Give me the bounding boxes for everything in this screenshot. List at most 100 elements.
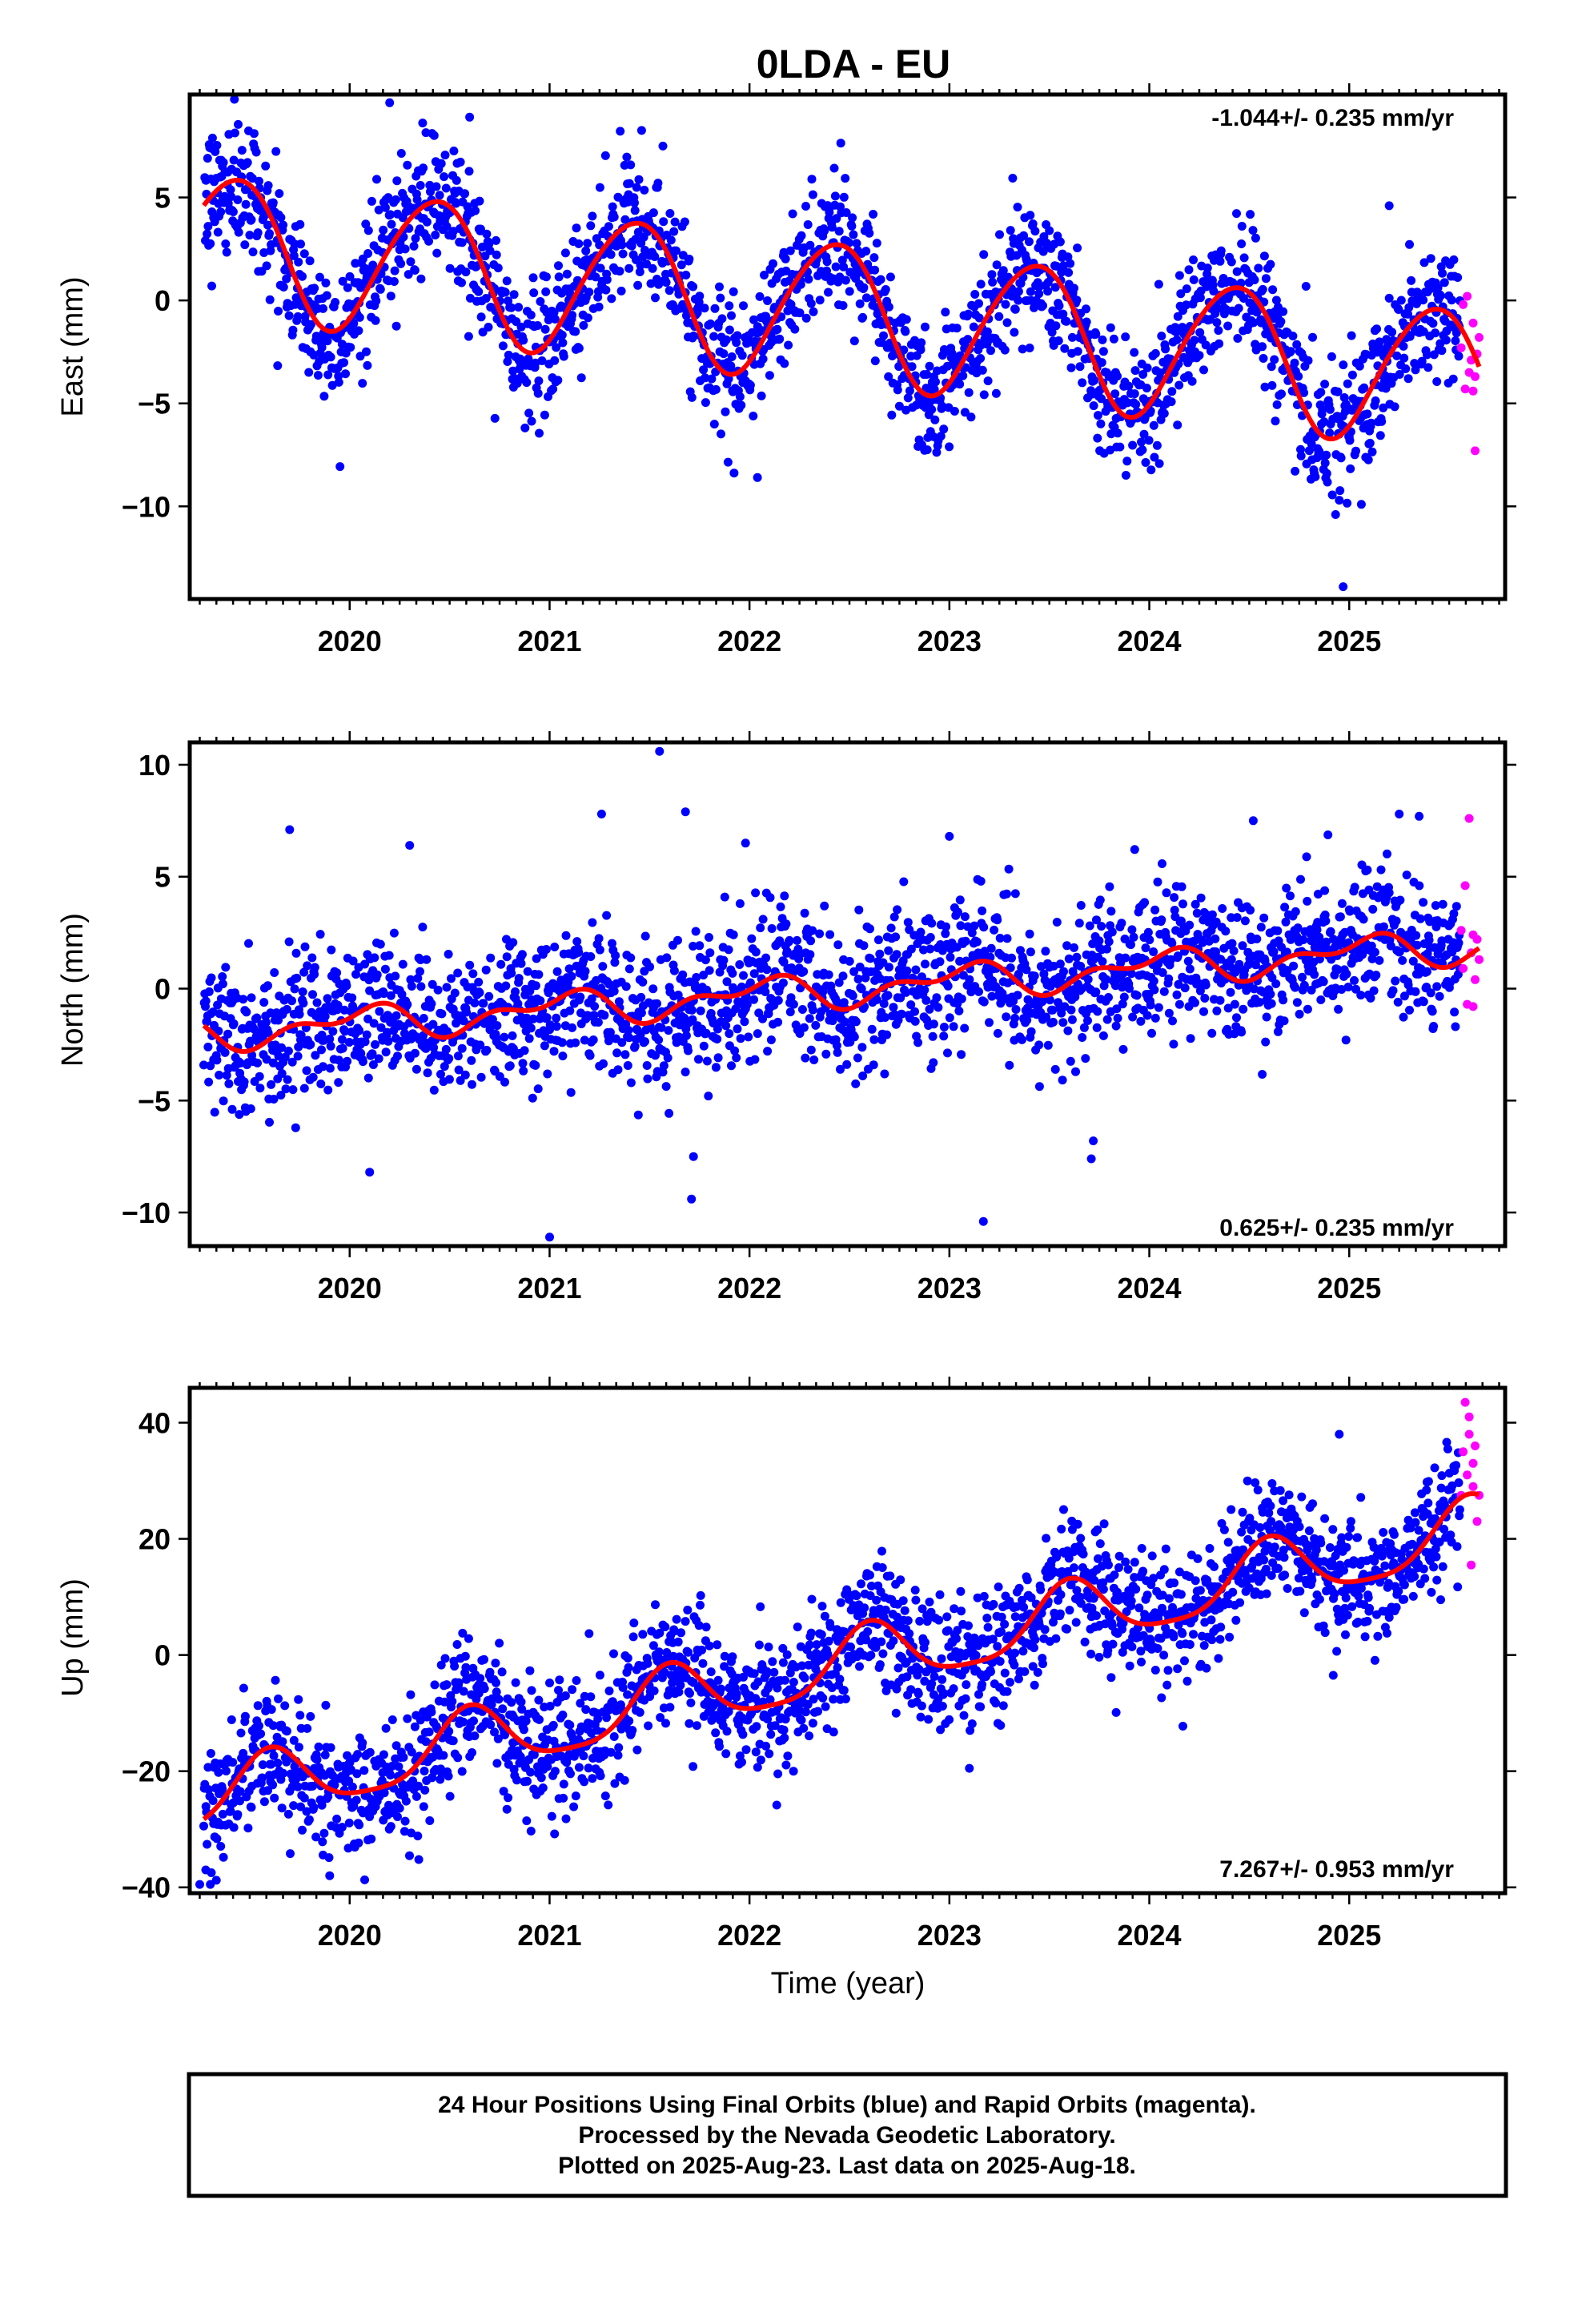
east-final-point: [1172, 335, 1182, 344]
north-final-point: [929, 1019, 938, 1029]
east-final-point: [335, 462, 345, 472]
east-final-point: [737, 400, 746, 410]
north-final-point: [1451, 1022, 1460, 1031]
east-final-point: [234, 227, 243, 237]
north-final-point: [976, 876, 986, 886]
north-final-point: [604, 1036, 613, 1046]
north-final-point: [897, 1009, 906, 1019]
north-final-point: [1063, 1026, 1073, 1035]
north-final-point: [776, 902, 785, 911]
north-final-point: [896, 993, 905, 1003]
up-final-point: [304, 1815, 314, 1824]
east-final-point: [583, 239, 592, 248]
north-outlier-point: [978, 1216, 988, 1226]
east-final-point: [471, 206, 480, 215]
north-final-point: [1167, 939, 1177, 948]
north-final-point: [1273, 926, 1283, 935]
east-final-point: [554, 261, 563, 271]
east-rapid-point: [1459, 300, 1468, 309]
east-final-point: [265, 229, 274, 239]
north-final-point: [1221, 927, 1231, 936]
east-final-point: [602, 275, 612, 284]
north-final-point: [1162, 888, 1171, 898]
east-final-point: [726, 361, 736, 371]
east-final-point: [1152, 440, 1162, 450]
east-final-point: [1419, 296, 1428, 305]
north-final-point: [428, 979, 437, 989]
north-final-point: [761, 953, 771, 963]
up-final-point: [367, 1834, 376, 1844]
up-final-point: [309, 1803, 319, 1812]
north-final-point: [689, 942, 698, 951]
north-final-point: [926, 933, 935, 942]
north-final-point: [224, 1079, 234, 1088]
east-final-point: [1318, 404, 1327, 414]
north-final-point: [972, 937, 982, 947]
north-final-point: [1320, 886, 1330, 895]
north-final-point: [1186, 1034, 1195, 1043]
east-final-point: [396, 259, 406, 268]
north-final-point: [235, 1110, 244, 1120]
up-final-point: [294, 1695, 303, 1704]
north-final-point: [621, 982, 631, 991]
east-final-point: [1356, 500, 1366, 509]
up-final-point: [393, 1812, 402, 1822]
north-final-point: [990, 925, 999, 935]
east-final-point: [1363, 409, 1372, 419]
north-final-point: [701, 955, 710, 965]
up-final-point: [279, 1768, 288, 1778]
north-final-point: [727, 1061, 736, 1071]
up-final-point: [386, 1771, 396, 1780]
north-final-point: [1370, 947, 1379, 957]
up-final-point: [351, 1795, 361, 1805]
east-final-point: [958, 371, 968, 380]
north-final-point: [1013, 991, 1022, 1000]
east-final-point: [247, 215, 256, 224]
east-final-point: [1327, 352, 1336, 361]
east-final-point: [435, 191, 444, 200]
north-final-point: [806, 936, 816, 946]
east-final-point: [404, 270, 413, 279]
north-final-point: [327, 945, 336, 955]
north-final-point: [840, 1017, 849, 1027]
north-final-point: [978, 906, 987, 915]
north-final-point: [929, 1058, 938, 1068]
east-final-point: [363, 249, 373, 258]
north-final-point: [381, 1047, 391, 1057]
east-final-point: [1411, 299, 1421, 308]
east-final-point: [1161, 344, 1170, 354]
north-final-point: [669, 966, 679, 975]
north-final-point: [1050, 1064, 1060, 1074]
north-final-point: [602, 911, 612, 920]
north-final-point: [806, 1045, 816, 1055]
north-final-point: [1011, 1005, 1021, 1014]
east-final-point: [1066, 259, 1075, 268]
east-final-point: [723, 457, 733, 467]
east-final-point: [1271, 296, 1281, 305]
east-final-point: [633, 280, 643, 290]
north-final-point: [476, 1040, 485, 1050]
north-final-point: [713, 1024, 722, 1034]
east-final-point: [1451, 336, 1460, 345]
east-final-point: [1150, 452, 1159, 462]
east-final-point: [1052, 261, 1062, 271]
east-final-point: [346, 343, 355, 352]
north-final-point: [1095, 895, 1105, 905]
east-final-point: [581, 246, 591, 255]
east-final-point: [237, 146, 247, 155]
north-final-point: [552, 967, 562, 976]
north-final-point: [360, 1037, 370, 1047]
north-final-point: [1141, 943, 1150, 953]
north-final-point: [419, 1031, 428, 1040]
east-rapid-point: [1468, 318, 1478, 328]
north-final-point: [416, 982, 426, 991]
north-final-point: [308, 990, 317, 999]
north-final-point: [223, 1029, 233, 1039]
east-final-point: [206, 239, 215, 248]
east-final-point: [560, 248, 570, 258]
east-final-point: [666, 235, 676, 245]
north-final-point: [403, 999, 412, 1009]
north-final-point: [1312, 925, 1322, 935]
east-final-point: [618, 249, 628, 259]
east-final-point: [416, 274, 426, 283]
